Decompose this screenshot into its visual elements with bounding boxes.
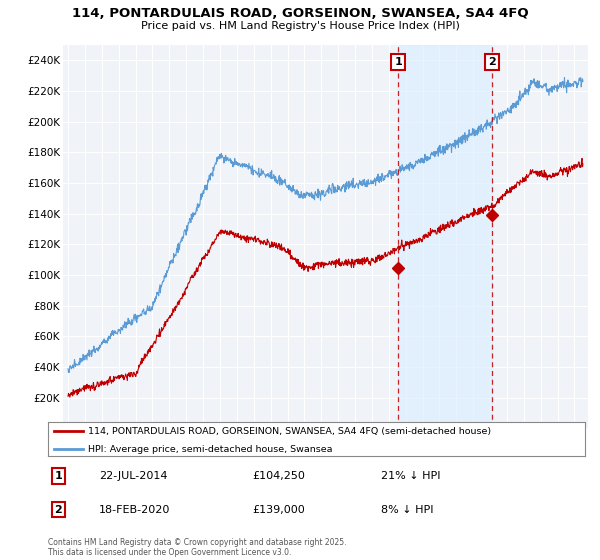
Text: £104,250: £104,250 — [252, 471, 305, 481]
Text: Price paid vs. HM Land Registry's House Price Index (HPI): Price paid vs. HM Land Registry's House … — [140, 21, 460, 31]
Text: 1: 1 — [394, 57, 402, 67]
Text: 114, PONTARDULAIS ROAD, GORSEINON, SWANSEA, SA4 4FQ: 114, PONTARDULAIS ROAD, GORSEINON, SWANS… — [71, 7, 529, 20]
Text: 18-FEB-2020: 18-FEB-2020 — [99, 505, 170, 515]
Text: HPI: Average price, semi-detached house, Swansea: HPI: Average price, semi-detached house,… — [88, 445, 333, 454]
Text: 8% ↓ HPI: 8% ↓ HPI — [381, 505, 433, 515]
Text: Contains HM Land Registry data © Crown copyright and database right 2025.
This d: Contains HM Land Registry data © Crown c… — [48, 538, 347, 557]
Text: £139,000: £139,000 — [252, 505, 305, 515]
Text: 22-JUL-2014: 22-JUL-2014 — [99, 471, 167, 481]
Text: 2: 2 — [488, 57, 496, 67]
Text: 2: 2 — [55, 505, 62, 515]
Text: 114, PONTARDULAIS ROAD, GORSEINON, SWANSEA, SA4 4FQ (semi-detached house): 114, PONTARDULAIS ROAD, GORSEINON, SWANS… — [88, 427, 491, 436]
Text: 21% ↓ HPI: 21% ↓ HPI — [381, 471, 440, 481]
Bar — [398, 45, 492, 428]
Text: 1: 1 — [55, 471, 62, 481]
